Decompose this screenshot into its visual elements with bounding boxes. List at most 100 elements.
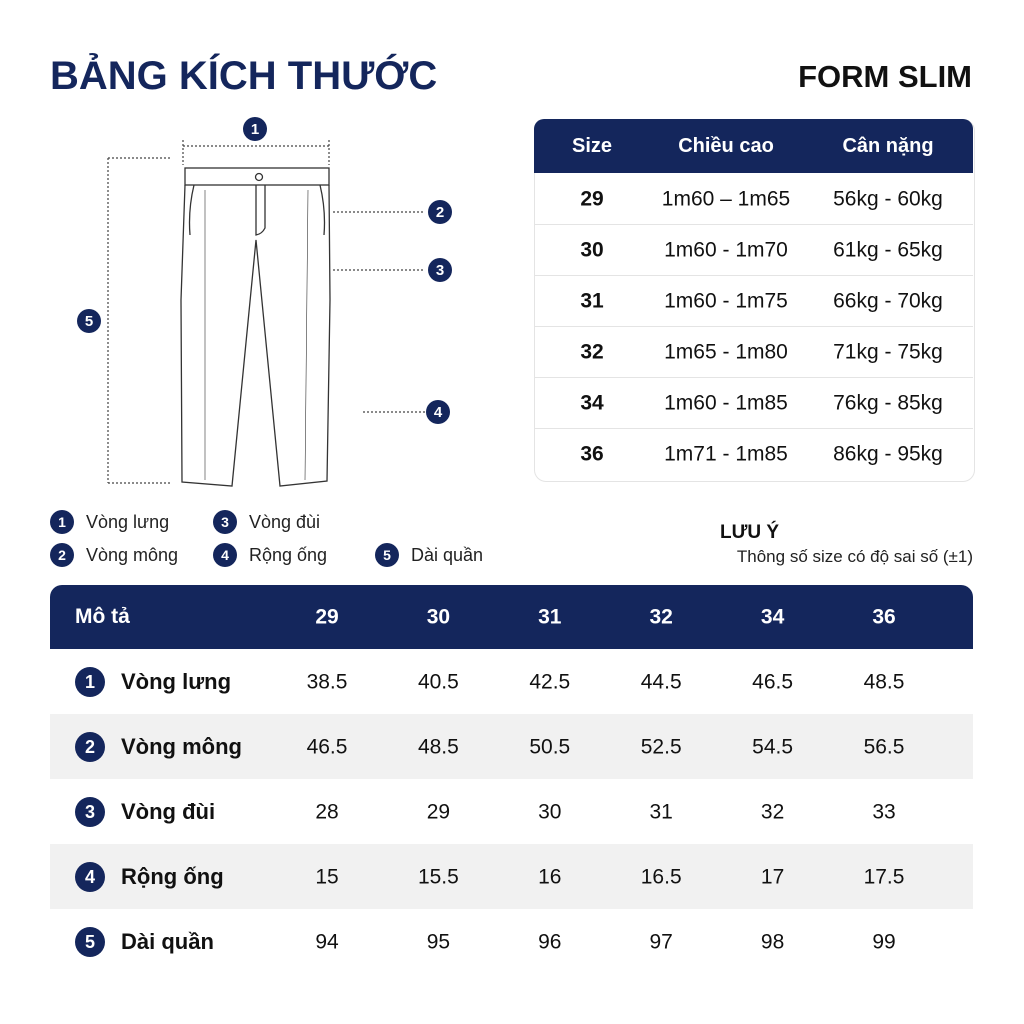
number-badge: 2 [75, 732, 105, 762]
number-badge: 4 [75, 862, 105, 892]
row-divider [534, 326, 973, 327]
legend-label: Vòng lưng [86, 512, 170, 532]
size-header-cell: Cân nặng [842, 135, 934, 157]
number-badge: 2 [428, 200, 452, 224]
measure-cell: 15.5 [417, 865, 459, 889]
number-badge: 2 [50, 543, 74, 567]
measure-cell: 31 [649, 800, 673, 824]
dim-1 [182, 140, 330, 165]
measure-cell: 94 [315, 930, 339, 954]
number-badge: 4 [426, 400, 450, 424]
number-badge: 1 [50, 510, 74, 534]
measure-cell: 42.5 [529, 670, 571, 694]
size-cell: 1m60 - 1m85 [664, 391, 788, 415]
row-shade [50, 844, 973, 909]
size-table-header [534, 119, 973, 173]
number-badge: 5 [375, 543, 399, 567]
measure-cell: 16 [538, 865, 562, 889]
size-cell: 30 [580, 238, 604, 262]
size-cell: 34 [580, 391, 604, 415]
measure-cell: 54.5 [752, 735, 794, 759]
measure-cell: 98 [760, 930, 785, 954]
size-cell: 86kg - 95kg [833, 442, 943, 466]
measure-cell: 46.5 [752, 670, 794, 694]
size-cell: 31 [580, 289, 604, 313]
row-label: Dài quần [121, 929, 214, 954]
size-cell: 76kg - 85kg [833, 391, 943, 415]
measure-cell: 48.5 [417, 735, 459, 759]
measure-cell: 32 [760, 800, 785, 824]
size-cell: 1m60 - 1m70 [664, 238, 788, 262]
row-label: Vòng đùi [121, 799, 216, 824]
pants-outline [180, 184, 331, 487]
note-title: LƯU Ý [720, 522, 780, 543]
legend-label: Rộng ống [249, 545, 328, 565]
size-header-cell: Chiều cao [678, 135, 774, 157]
number-badge: 3 [213, 510, 237, 534]
form-label: FORM SLIM [798, 59, 972, 94]
legend-label: Vòng đùi [249, 512, 321, 532]
fly [255, 185, 266, 236]
row-divider [534, 377, 973, 378]
size-cell: 1m65 - 1m80 [664, 340, 788, 364]
row-label: Vòng lưng [121, 669, 232, 694]
measure-cell: 15 [315, 865, 339, 889]
dim-5 [107, 157, 172, 484]
size-cell: 1m71 - 1m85 [664, 442, 788, 466]
measure-cell: 48.5 [863, 670, 905, 694]
measure-cell: 16.5 [640, 865, 682, 889]
pockets [188, 184, 326, 236]
measure-header-cell: 36 [872, 605, 896, 629]
measure-cell: 52.5 [640, 735, 682, 759]
size-cell: 56kg - 60kg [833, 187, 943, 211]
number-badge: 3 [75, 797, 105, 827]
waistband [184, 167, 330, 186]
measure-cell: 44.5 [640, 670, 682, 694]
measure-cell: 17 [760, 865, 785, 889]
size-cell: 61kg - 65kg [833, 238, 943, 262]
measure-cell: 33 [872, 800, 896, 824]
measure-cell: 50.5 [529, 735, 571, 759]
measure-header-cell: 29 [315, 605, 339, 629]
size-cell: 1m60 - 1m75 [664, 289, 788, 313]
measure-header-cell: 32 [649, 605, 673, 629]
size-cell: 32 [580, 340, 604, 364]
measure-header-cell: Mô tả [75, 605, 130, 628]
title: BẢNG KÍCH THƯỚC [50, 54, 438, 98]
measure-cell: 40.5 [417, 670, 459, 694]
number-badge: 1 [243, 117, 267, 141]
row-label: Rộng ống [121, 864, 224, 889]
measure-cell: 56.5 [863, 735, 905, 759]
size-cell: 1m60 – 1m65 [661, 187, 791, 211]
number-badge: 1 [75, 667, 105, 697]
measure-header-cell: 34 [760, 605, 785, 629]
measure-cell: 17.5 [863, 865, 905, 889]
measure-cell: 28 [315, 800, 339, 824]
size-header-cell: Size [571, 135, 613, 157]
row-divider [534, 275, 973, 276]
measure-cell: 29 [426, 800, 451, 824]
legend-label: Dài quần [411, 545, 484, 565]
row-divider [534, 224, 973, 225]
measure-header-cell: 30 [426, 605, 451, 629]
legend-label: Vòng mông [86, 545, 179, 565]
size-cell: 36 [580, 442, 604, 466]
measure-table-header [50, 585, 973, 649]
row-shade [50, 714, 973, 779]
measure-cell: 96 [538, 930, 562, 954]
measure-cell: 38.5 [306, 670, 348, 694]
size-cell: 71kg - 75kg [833, 340, 943, 364]
measure-cell: 99 [872, 930, 896, 954]
measure-cell: 30 [538, 800, 562, 824]
button [254, 172, 264, 182]
measure-cell: 97 [649, 930, 673, 954]
row-divider [534, 428, 973, 429]
size-cell: 66kg - 70kg [833, 289, 943, 313]
number-badge: 3 [428, 258, 452, 282]
number-badge: 4 [213, 543, 237, 567]
measure-header-cell: 31 [538, 605, 562, 629]
measure-cell: 46.5 [306, 735, 348, 759]
measure-cell: 95 [426, 930, 451, 954]
